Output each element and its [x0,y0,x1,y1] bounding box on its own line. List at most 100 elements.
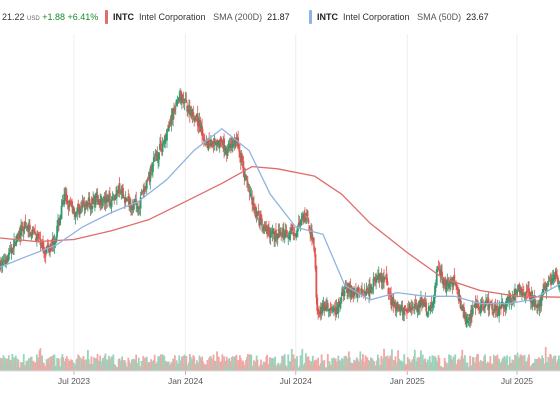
candle-body [289,231,291,241]
candle-body [202,133,204,135]
candle-body [313,247,316,253]
candle-body [252,202,254,204]
candle-body [36,233,39,238]
sma200-company: Intel Corporation [139,12,206,22]
candle-body [522,292,525,296]
candlesticks [0,88,560,329]
candle-body [31,229,34,235]
candle-body [152,164,154,173]
candle-body [177,101,180,103]
volume-bar [489,356,492,371]
candle-body [413,309,415,311]
volume-bar [246,354,249,371]
candle-body [178,97,181,102]
candle-body [79,208,81,214]
volume-bar [110,356,113,371]
candle-body [91,206,94,209]
volume-bar [161,354,164,371]
volume-bar [317,357,320,371]
candle-body [231,143,234,147]
legend-item-sma200[interactable]: INTC Intel Corporation SMA (200D) 21.87 [113,11,290,23]
candle-body [58,219,61,226]
candle-body [105,195,108,202]
volume-bar [315,359,318,371]
candle-body [7,258,9,262]
volume-bar [339,360,341,371]
candle-body [365,289,368,295]
candle-body [333,308,335,311]
candle-body [118,182,121,191]
candle-body [194,117,196,119]
candle-body [71,201,73,208]
candle-body [235,137,238,140]
candle-body [269,235,272,238]
candle-body [34,232,37,235]
volume-bar [47,358,50,371]
candle-body [370,288,373,290]
volume-bar [65,356,68,371]
candle-body [427,312,429,314]
candle-body [32,227,35,229]
candle-body [450,277,453,283]
volume-bar [217,356,220,371]
candle-body [523,296,526,299]
candle-body [83,202,86,209]
candle-body [434,285,436,298]
candle-body [453,274,456,282]
candle-body [557,277,559,285]
x-tick-label: Jan 2024 [168,376,203,386]
candle-body [377,273,380,277]
price-unit: USD [27,16,40,22]
volume-bar [386,355,389,371]
volume-bar [11,354,14,371]
legend-item-sma50[interactable]: INTC Intel Corporation SMA (50D) 23.67 [317,11,489,23]
candle-body [211,141,214,147]
candle-body [33,229,36,233]
candle-body [449,284,451,286]
candle-body [471,312,473,318]
candle-body [375,278,378,283]
volume-bar [83,360,86,371]
volume-bar [221,354,224,371]
candle-body [176,102,179,104]
candle-body [415,307,418,310]
candle-body [431,306,434,308]
volume-bar [463,355,466,371]
candle-body [221,139,224,143]
sma50-swatch [309,10,312,24]
candle-body [371,287,374,289]
candle-body [420,297,423,306]
candle-body [414,302,417,308]
volume-bar [292,354,295,371]
candle-body [14,241,17,245]
volume-bar [206,360,209,371]
candle-body [386,281,389,286]
volume-bar [484,354,486,371]
volume-bar [153,354,156,371]
candle-body [511,297,514,299]
candle-body [94,193,97,206]
candle-body [295,233,298,239]
candle-body [436,266,439,269]
candle-body [425,302,428,312]
candle-body [262,226,265,232]
candle-body [1,263,4,267]
candle-body [181,95,184,97]
volume-bar [421,354,424,371]
volume-bar [454,354,457,371]
moving-averages [0,128,560,305]
candle-body [169,124,172,126]
candle-body [122,187,124,198]
candle-body [515,291,518,294]
volume-bar [521,355,524,371]
volume-bar [359,351,362,371]
candle-body [291,224,294,230]
candle-body [247,187,250,189]
x-tick-label: Jan 2025 [390,376,425,386]
candle-body [260,218,263,226]
volume-bar [266,354,269,371]
candle-body [42,240,44,250]
candle-body [255,211,258,217]
candle-body [285,231,288,234]
